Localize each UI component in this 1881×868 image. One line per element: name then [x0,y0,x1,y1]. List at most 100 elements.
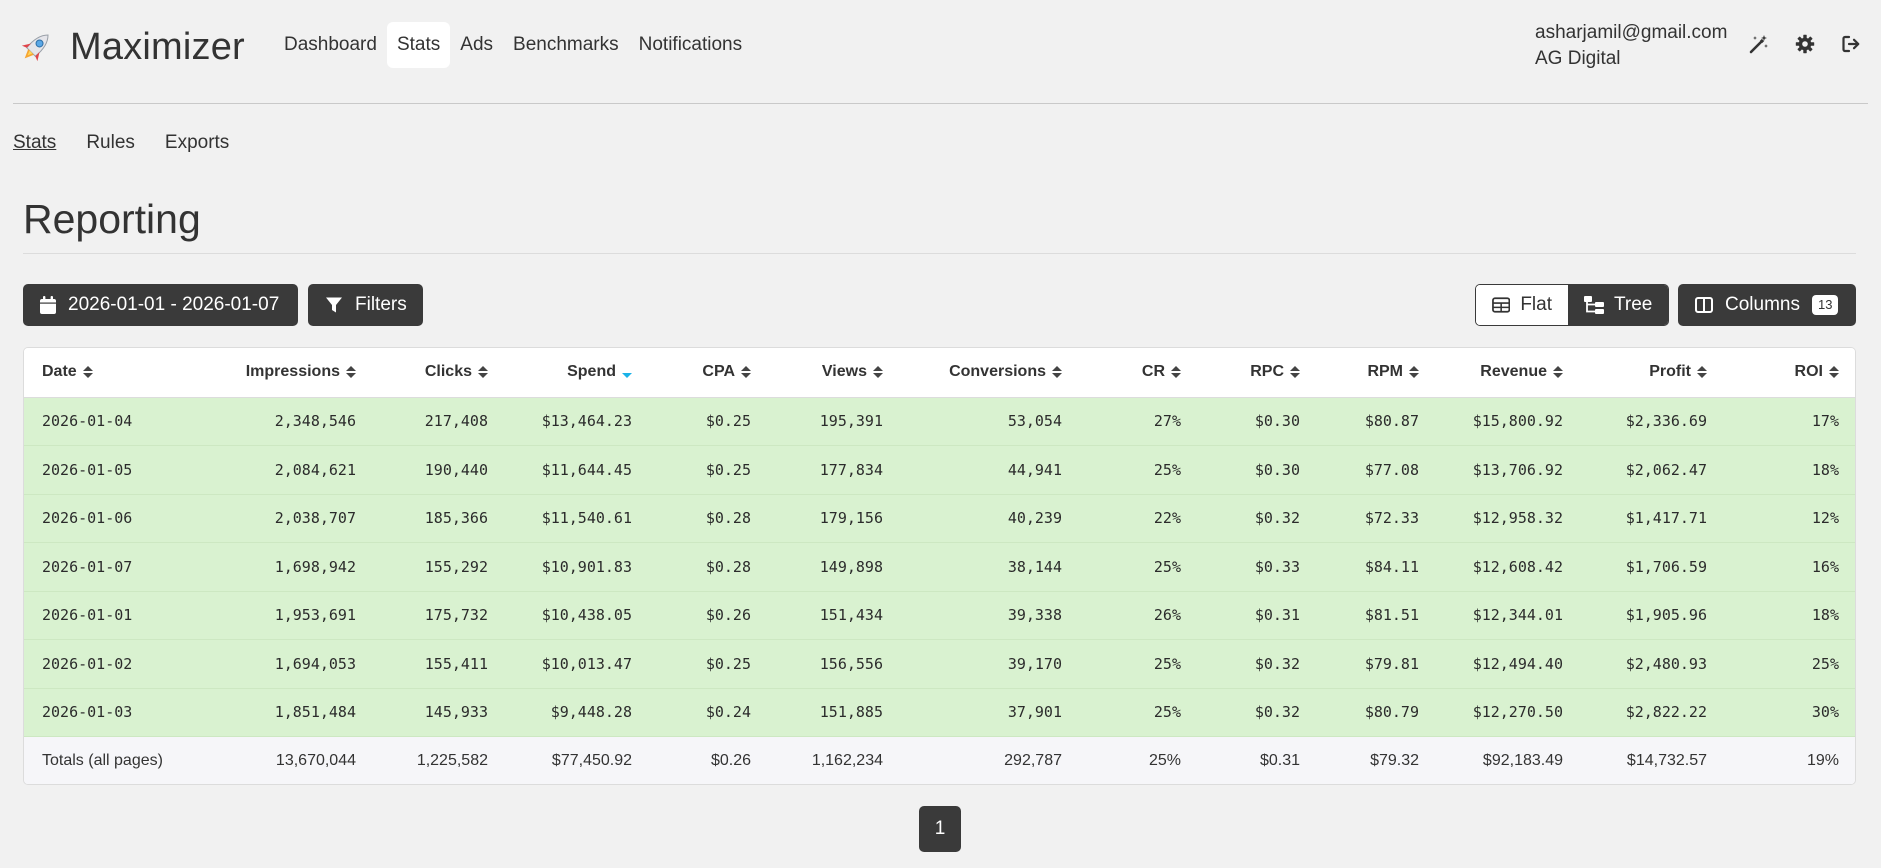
column-header-rpm[interactable]: RPM [1318,348,1437,398]
account-info[interactable]: asharjamil@gmail.com AG Digital [1535,20,1727,72]
sort-icon [741,366,751,379]
magic-wand-icon[interactable] [1748,33,1770,55]
page-1-button[interactable]: 1 [919,806,961,852]
cell-date: 2026-01-03 [24,688,174,737]
date-range-button[interactable]: 2026-01-01 - 2026-01-07 [23,284,298,326]
column-header-conversions[interactable]: Conversions [901,348,1080,398]
filter-icon [326,297,342,313]
cell-conversions: 37,901 [901,688,1080,737]
table-row[interactable]: 2026-01-01 1,953,691 175,732 $10,438.05 $0.2… [24,591,1855,640]
column-header-revenue[interactable]: Revenue [1437,348,1581,398]
date-range-label: 2026-01-01 - 2026-01-07 [68,294,280,315]
column-header-cpa[interactable]: CPA [650,348,769,398]
nav-benchmarks[interactable]: Benchmarks [513,34,619,55]
column-header-label: ROI [1794,363,1823,381]
cell-revenue: $12,344.01 [1437,591,1581,640]
table-row[interactable]: 2026-01-02 1,694,053 155,411 $10,013.47 $0.2… [24,639,1855,689]
cell-roi: 18% [1725,591,1855,640]
cell-rpm: $72.33 [1318,494,1437,543]
column-header-label: Revenue [1480,363,1547,381]
brand[interactable]: Maximizer [16,26,245,68]
cell-spend: $10,901.83 [506,542,650,592]
table-row[interactable]: 2026-01-07 1,698,942 155,292 $10,901.83 $0.2… [24,542,1855,592]
cell-impressions: 1,698,942 [174,542,374,592]
subnav-exports[interactable]: Exports [164,132,230,153]
logout-icon[interactable] [1840,33,1862,55]
cell-profit: $2,336.69 [1581,397,1725,446]
cell-clicks: 217,408 [374,397,506,446]
view-flat-label: Flat [1520,294,1552,315]
cell-roi: 16% [1725,542,1855,592]
cell-cr: 25% [1080,445,1199,495]
cell-cr: 25% [1080,542,1199,592]
cell-clicks: 175,732 [374,591,506,640]
cell-roi: 30% [1725,688,1855,737]
cell-cr: 25% [1080,639,1199,689]
report-table: Date Impressions Clicks Spend CPA Views Conver… [24,348,1855,784]
app-name: Maximizer [70,25,245,68]
table-row[interactable]: 2026-01-06 2,038,707 185,366 $11,540.61 $0.2… [24,494,1855,543]
column-header-cr[interactable]: CR [1080,348,1199,398]
subnav-stats[interactable]: Stats [13,132,57,153]
cell-rpm: $79.81 [1318,639,1437,689]
total-roi: 19% [1806,752,1839,770]
column-header-label: CR [1141,363,1165,381]
view-tree-button[interactable]: Tree [1568,285,1668,325]
column-header-roi[interactable]: ROI [1725,348,1855,398]
view-flat-button[interactable]: Flat [1476,285,1568,325]
top-navbar: Maximizer Dashboard Stats Ads Benchmarks… [0,0,1881,104]
nav-stats[interactable]: Stats [386,22,451,68]
filters-button[interactable]: Filters [308,284,423,326]
column-header-impressions[interactable]: Impressions [174,348,374,398]
cell-roi: 17% [1725,397,1855,446]
tree-icon [1584,296,1604,314]
column-header-label: Conversions [949,363,1046,381]
total-clicks: 1,225,582 [416,752,488,770]
cell-rpc: $0.32 [1199,639,1318,689]
nav-ads[interactable]: Ads [460,34,494,55]
nav-dashboard[interactable]: Dashboard [284,34,377,55]
table-row[interactable]: 2026-01-05 2,084,621 190,440 $11,644.45 $0.2… [24,445,1855,495]
cell-clicks: 155,292 [374,542,506,592]
subnav-rules[interactable]: Rules [86,132,135,153]
table-row[interactable]: 2026-01-03 1,851,484 145,933 $9,448.28 $0.24… [24,688,1855,737]
cell-revenue: $13,706.92 [1437,445,1581,495]
cell-spend: $10,013.47 [506,639,650,689]
column-header-label: Clicks [424,363,472,381]
cell-views: 177,834 [769,445,901,495]
cell-date: 2026-01-04 [24,397,174,446]
title-divider [23,253,1856,254]
cell-spend: $9,448.28 [506,688,650,737]
cell-date: 2026-01-07 [24,542,174,592]
nav-notifications[interactable]: Notifications [638,34,743,55]
column-header-profit[interactable]: Profit [1581,348,1725,398]
top-divider [13,103,1868,104]
cell-spend: $11,540.61 [506,494,650,543]
filters-label: Filters [355,294,407,315]
account-email: asharjamil@gmail.com [1535,22,1728,43]
cell-impressions: 2,348,546 [174,397,374,446]
cell-revenue: $12,494.40 [1437,639,1581,689]
sort-icon [1409,366,1419,379]
column-header-views[interactable]: Views [769,348,901,398]
sort-icon [478,366,488,379]
rocket-logo-icon [21,34,49,62]
column-header-spend[interactable]: Spend [506,348,650,398]
column-header-label: CPA [702,363,735,381]
column-header-date[interactable]: Date [24,348,174,398]
top-icon-group [1748,33,1862,55]
column-header-rpc[interactable]: RPC [1199,348,1318,398]
cell-spend: $10,438.05 [506,591,650,640]
columns-button[interactable]: Columns 13 [1678,284,1856,326]
column-header-label: Impressions [245,363,340,381]
columns-label: Columns [1725,294,1800,315]
table-row[interactable]: 2026-01-04 2,348,546 217,408 $13,464.23 $0.2… [24,397,1855,446]
cell-cpa: $0.26 [650,591,769,640]
cell-clicks: 185,366 [374,494,506,543]
cell-conversions: 39,338 [901,591,1080,640]
cell-date: 2026-01-02 [24,639,174,689]
column-header-label: Views [821,363,867,381]
column-header-clicks[interactable]: Clicks [374,348,506,398]
cell-cpa: $0.25 [650,639,769,689]
gear-icon[interactable] [1794,33,1816,55]
